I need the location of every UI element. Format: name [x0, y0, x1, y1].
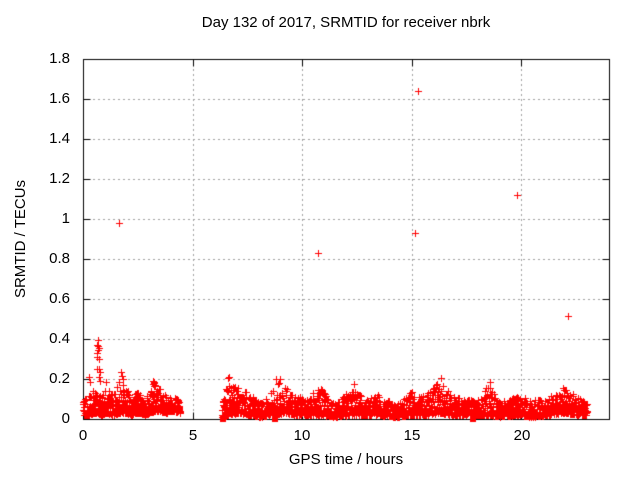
x-tick-label-15: 15	[403, 427, 421, 444]
y-axis-label: SRMTID / TECUs	[12, 179, 29, 299]
y-tick-label-0-2: 0.2	[49, 370, 70, 387]
chart-title: Day 132 of 2017, SRMTID for receiver nbr…	[201, 14, 491, 31]
x-tick-label-10: 10	[293, 427, 311, 444]
y-tick-label-1: 1	[61, 210, 70, 227]
x-tick-label-0: 0	[78, 427, 88, 444]
y-tick-label-1-8: 1.8	[49, 50, 70, 67]
y-tick-label-1-2: 1.2	[49, 170, 70, 187]
x-tick-label-5: 5	[188, 427, 198, 444]
y-tick-label-1-6: 1.6	[49, 90, 70, 107]
y-tick-label-1-4: 1.4	[49, 130, 70, 147]
y-tick-label-0-8: 0.8	[49, 250, 70, 267]
x-tick-label-20: 20	[513, 427, 531, 444]
y-tick-label-0-6: 0.6	[49, 290, 70, 307]
y-tick-label-0: 0	[61, 410, 70, 427]
y-tick-label-0-4: 0.4	[49, 330, 70, 347]
x-axis-label: GPS time / hours	[288, 451, 404, 468]
